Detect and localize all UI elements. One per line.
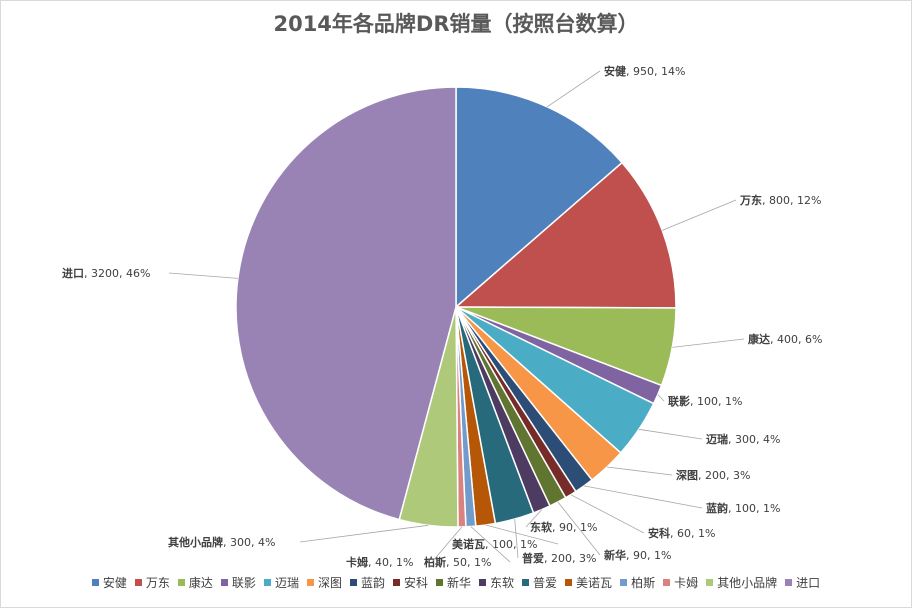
legend-swatch [220,579,228,586]
legend-swatch [392,579,400,586]
legend-swatch [91,579,99,586]
legend-swatch [349,579,357,586]
data-label: 万东, 800, 12% [739,193,821,207]
legend-label: 康达 [188,576,213,590]
legend-swatch [134,579,142,586]
data-label: 联影, 100, 1% [668,394,742,408]
legend-label: 新华 [447,576,472,590]
chart-title: 2014年各品牌DR销量（按照台数算） [273,12,639,36]
legend-item: 新华 [436,574,471,591]
leader-line [168,272,238,279]
legend-swatch [706,579,714,586]
leader-line [662,199,737,231]
legend-label: 安科 [403,576,428,590]
legend-swatch [177,579,185,586]
leader-line [525,509,543,528]
leader-line [299,524,429,543]
leader-line [672,338,745,348]
data-label: 新华, 90, 1% [604,548,671,562]
legend-item: 蓝韵 [349,574,385,591]
data-label: 柏斯, 50, 1% [424,555,491,569]
leader-line [485,524,559,545]
legend-item: 迈瑞 [263,574,299,591]
pie-slice [454,161,677,309]
legend-label: 进口 [796,576,821,590]
leader-line [583,485,703,509]
data-label: 迈瑞, 300, 4% [706,432,780,446]
data-label: 东软, 90, 1% [530,520,597,534]
legend-label: 万东 [145,576,170,590]
legend-item: 柏斯 [620,574,655,591]
legend-item: 东软 [479,574,514,591]
legend-label: 深图 [317,576,342,590]
leader-line [470,526,511,563]
data-label: 安科, 60, 1% [648,526,715,540]
legend-item: 安健 [91,574,127,591]
legend-item: 万东 [134,574,170,591]
data-label: 普爱, 200, 3% [522,551,596,565]
legend-item: 进口 [785,574,820,591]
data-label: 卡姆, 40, 1% [346,555,413,569]
legend-label: 安健 [102,576,127,590]
leader-line [570,494,645,534]
legend-label: 其他小品牌 [717,576,778,590]
leader-line [431,526,463,563]
legend-label: 美诺瓦 [576,576,613,590]
legend-item: 卡姆 [663,574,698,591]
legend-label: 蓝韵 [360,576,385,590]
legend-item: 深图 [306,574,342,591]
legend-label: 东软 [490,576,515,590]
legend-item: 康达 [177,574,213,591]
data-label: 深图, 200, 3% [676,468,750,482]
leader-line [657,394,665,402]
data-label: 安健, 950, 14% [604,64,685,78]
data-label: 康达, 400, 6% [748,332,822,346]
legend-swatch [620,579,628,586]
data-label: 进口, 3200, 46% [62,266,150,280]
legend-label: 柏斯 [631,576,656,590]
legend-swatch [565,579,573,586]
legend-swatch [263,579,271,586]
data-label: 蓝韵, 100, 1% [706,501,780,515]
leader-line [546,70,601,108]
legend-swatch [306,579,314,586]
leader-line [557,501,601,556]
data-label: 其他小品牌, 300, 4% [168,535,275,549]
leader-line [638,428,703,440]
legend-label: 联影 [231,576,256,590]
legend-label: 卡姆 [674,576,699,590]
data-label: 美诺瓦, 100, 1% [452,537,537,551]
legend-item: 普爱 [522,574,557,591]
legend-swatch [479,579,487,586]
legend-swatch [436,579,443,586]
leader-line [606,466,673,476]
legend-label: 普爱 [533,576,558,590]
legend-label: 迈瑞 [274,576,299,590]
legend-swatch [785,579,793,586]
legend-swatch [663,579,671,586]
legend-swatch [522,579,530,586]
leader-line [514,518,519,559]
legend-item: 其他小品牌 [706,574,777,591]
legend-item: 联影 [220,574,256,591]
legend-item: 美诺瓦 [565,574,612,591]
legend-item: 安科 [392,574,428,591]
chart-legend: 安健 万东 康达 联影 迈瑞 深图 蓝韵 安科 新华 东软 普爱 美诺瓦 柏斯 卡姆 其他小品牌 进口 [0,574,912,591]
